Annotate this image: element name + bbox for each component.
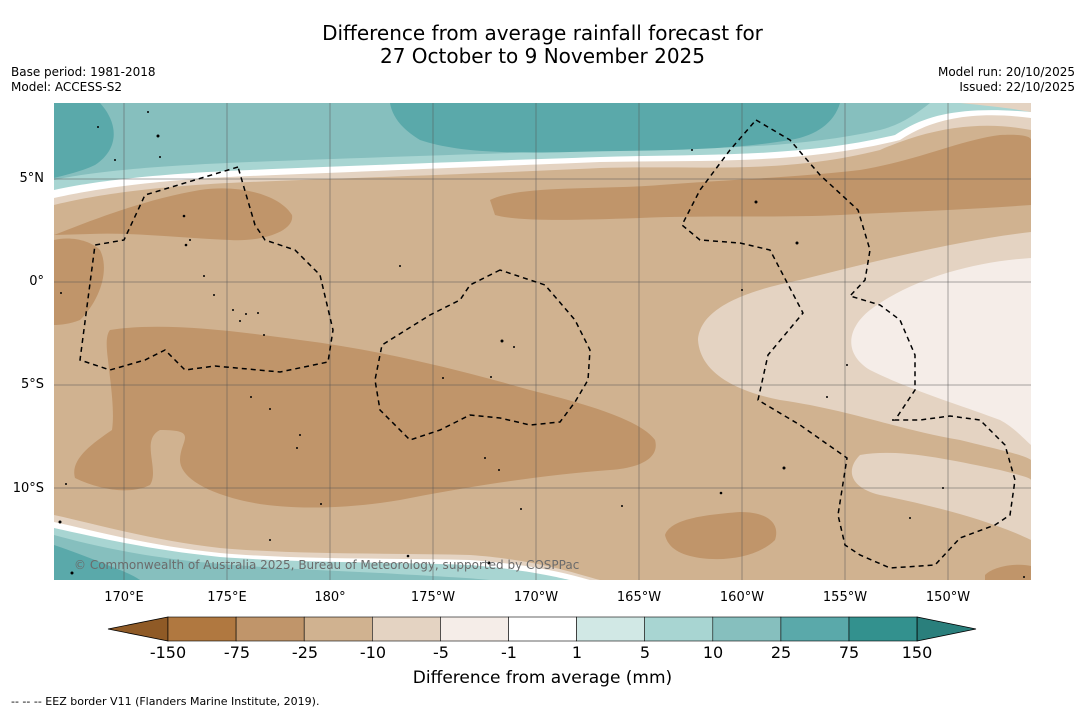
lon-label-175w: 175°W — [410, 590, 456, 605]
lat-label-10s: 10°S — [12, 481, 44, 496]
southern-dry-patch — [665, 512, 777, 560]
colorbar-label: 75 — [838, 643, 860, 662]
colorbar-label: -75 — [223, 643, 251, 662]
north-dry-strip-west — [54, 188, 293, 241]
lon-label-180: 180° — [314, 590, 346, 605]
map-title: Difference from average rainfall forecas… — [0, 22, 1085, 68]
colorbar-swatch — [440, 616, 509, 642]
issued-text: Issued: 22/10/2025 — [959, 80, 1075, 94]
colorbar-swatch — [235, 616, 305, 642]
northeast-drier-patch — [960, 103, 1031, 112]
eez-border-central — [374, 269, 591, 441]
colorbar-swatch — [303, 616, 373, 642]
south-wet-band-dark — [54, 545, 140, 580]
north-wet-band-dark — [390, 103, 840, 153]
colorbar-swatch — [371, 616, 441, 642]
colorbar-label: -5 — [433, 643, 449, 662]
colorbar-label: -1 — [501, 643, 517, 662]
colorbar-graphic — [107, 616, 977, 642]
east-light-lower — [851, 452, 1031, 540]
colorbar-title: Difference from average (mm) — [412, 668, 673, 688]
lon-label-165w: 165°W — [616, 590, 662, 605]
north-dry-strip-east — [490, 134, 1031, 220]
central-dry-band — [74, 326, 656, 508]
colorbar-label: -25 — [291, 643, 319, 662]
lon-label-170w: 170°W — [513, 590, 559, 605]
colorbar-label: 25 — [770, 643, 792, 662]
colorbar-extend-low — [107, 616, 169, 642]
lon-label-155w: 155°W — [822, 590, 868, 605]
southeast-dry-patch — [985, 564, 1031, 580]
model-run-text: Model run: 20/10/2025 — [937, 65, 1075, 79]
colorbar-label: 5 — [639, 643, 651, 662]
meta-left: Base period: 1981-2018 Model: ACCESS-S2 — [11, 65, 156, 95]
lat-label-0: 0° — [29, 274, 44, 289]
base-period-text: Base period: 1981-2018 — [11, 65, 156, 79]
model-text: Model: ACCESS-S2 — [11, 80, 123, 94]
lon-label-160w: 160°W — [719, 590, 765, 605]
east-light-region-inner — [851, 258, 1031, 445]
graticule — [54, 103, 1031, 580]
colorbar-swatch — [644, 616, 714, 642]
colorbar-swatch — [780, 616, 850, 642]
title-line-2: 27 October to 9 November 2025 — [379, 44, 706, 68]
map-fill-layer — [54, 103, 1031, 580]
colorbar-label: -150 — [149, 643, 187, 662]
eez-border-west — [79, 166, 334, 373]
colorbar-swatch — [508, 616, 577, 642]
title-line-1: Difference from average rainfall forecas… — [322, 21, 763, 45]
northwest-wet-patch — [54, 103, 114, 178]
eez-footnote: -- -- -- EEZ border V11 (Flanders Marine… — [11, 695, 320, 708]
colorbar-label: 1 — [571, 643, 583, 662]
colorbar-label: 150 — [901, 643, 933, 662]
colorbar-extend-high — [916, 616, 977, 642]
west-dry-patch — [54, 238, 104, 325]
colorbar-label: 10 — [702, 643, 724, 662]
eez-border-east — [681, 119, 1016, 569]
lon-label-150w: 150°W — [925, 590, 971, 605]
colorbar-swatch — [167, 616, 237, 642]
colorbar-swatch — [848, 616, 918, 642]
meta-right: Model run: 20/10/2025 Issued: 22/10/2025 — [938, 65, 1075, 95]
eez-borders — [79, 119, 1016, 569]
islands — [58, 111, 1025, 578]
colorbar-swatch — [712, 616, 782, 642]
lat-label-5n: 5°N — [19, 171, 45, 186]
lon-label-170e: 170°E — [104, 590, 144, 605]
south-wet-band-mid — [54, 535, 490, 580]
copyright-notice: © Commonwealth of Australia 2025, Bureau… — [74, 558, 580, 572]
lat-label-5s: 5°S — [20, 377, 44, 392]
colorbar-swatch — [576, 616, 645, 642]
lon-label-175e: 175°E — [207, 590, 247, 605]
colorbar-label: -10 — [359, 643, 387, 662]
